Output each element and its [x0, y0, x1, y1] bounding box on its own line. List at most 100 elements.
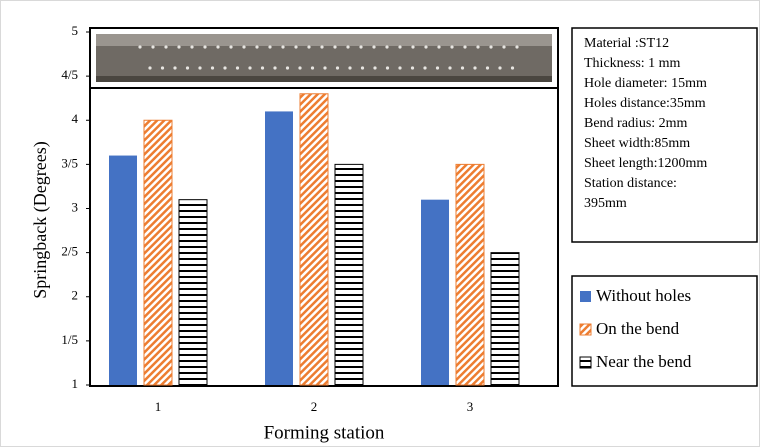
- bar: [334, 163, 364, 386]
- hole: [437, 45, 441, 49]
- hole: [372, 45, 376, 49]
- info-box: [571, 27, 758, 243]
- info-line: 395mm: [584, 196, 627, 211]
- info-line: Holes distance:35mm: [584, 96, 706, 111]
- hole: [435, 66, 440, 70]
- hole: [473, 66, 477, 70]
- legend: [571, 275, 758, 387]
- info-line: Sheet length:1200mm: [584, 156, 707, 171]
- hole: [248, 66, 252, 70]
- bar: [178, 199, 208, 386]
- hole: [348, 66, 352, 70]
- info-line: Thickness: 1 mm: [584, 56, 681, 71]
- hole: [359, 45, 363, 49]
- bar: [490, 252, 520, 386]
- bar: [143, 119, 173, 386]
- legend-label: On the bend: [596, 319, 680, 338]
- x-axis-label: Forming station: [264, 422, 385, 443]
- hole: [260, 66, 265, 70]
- hole: [310, 66, 315, 70]
- hole: [498, 66, 502, 70]
- legend-label: Without holes: [596, 286, 691, 305]
- hole: [285, 66, 290, 70]
- hole: [173, 66, 177, 70]
- hole: [460, 66, 465, 70]
- info-line: Station distance:: [584, 176, 677, 191]
- hole: [398, 66, 402, 70]
- y-tick-label: 4/5: [61, 67, 78, 82]
- legend-swatch: [579, 323, 592, 336]
- hole: [476, 45, 480, 49]
- y-tick-label: 2/5: [61, 244, 78, 259]
- hole: [177, 45, 181, 49]
- y-tick-label: 4: [72, 111, 79, 126]
- hole: [160, 66, 165, 70]
- y-tick-label: 3/5: [61, 155, 78, 170]
- bar: [455, 163, 485, 386]
- x-tick-label: 1: [155, 399, 162, 414]
- y-tick-label: 3: [72, 199, 79, 214]
- hole: [333, 45, 337, 49]
- y-tick-label: 1/5: [61, 332, 78, 347]
- legend-label: Near the bend: [596, 352, 692, 371]
- hole: [515, 45, 519, 49]
- hole: [190, 45, 194, 49]
- hole: [502, 45, 506, 49]
- hole: [138, 45, 142, 49]
- info-line: Sheet width:85mm: [584, 136, 690, 151]
- hole: [281, 45, 285, 49]
- hole: [423, 66, 427, 70]
- hole: [235, 66, 240, 70]
- hole: [148, 66, 152, 70]
- hole: [229, 45, 233, 49]
- hole: [298, 66, 302, 70]
- hole: [510, 66, 515, 70]
- hole: [320, 45, 324, 49]
- hole: [463, 45, 467, 49]
- x-tick-label: 2: [311, 399, 318, 414]
- hole: [198, 66, 202, 70]
- hole: [346, 45, 350, 49]
- hole: [398, 45, 402, 49]
- hole: [223, 66, 227, 70]
- hole: [335, 66, 340, 70]
- hole: [448, 66, 452, 70]
- hole: [216, 45, 220, 49]
- hole: [373, 66, 377, 70]
- hole: [485, 66, 490, 70]
- hole: [411, 45, 415, 49]
- hole: [242, 45, 246, 49]
- hole: [203, 45, 207, 49]
- hole: [323, 66, 327, 70]
- bar: [421, 199, 449, 385]
- legend-swatch: [580, 291, 591, 302]
- hole: [489, 45, 493, 49]
- info-line: Hole diameter: 15mm: [584, 76, 707, 91]
- hole: [360, 66, 365, 70]
- profile-photo: [89, 27, 559, 89]
- hole: [185, 66, 190, 70]
- hole: [385, 66, 390, 70]
- bar: [299, 93, 329, 386]
- hole: [307, 45, 311, 49]
- x-tick-label: 3: [467, 399, 474, 414]
- bar: [265, 111, 293, 386]
- hole: [450, 45, 454, 49]
- info-line: Material :ST12: [584, 36, 669, 51]
- info-line: Bend radius: 2mm: [584, 116, 688, 131]
- y-tick-label: 1: [72, 376, 79, 391]
- hole: [294, 45, 298, 49]
- hole: [210, 66, 215, 70]
- bar: [109, 155, 137, 385]
- legend-swatch: [579, 356, 592, 369]
- hole: [164, 45, 168, 49]
- y-tick-label: 5: [72, 23, 79, 38]
- hole: [424, 45, 428, 49]
- hole: [151, 45, 155, 49]
- hole: [410, 66, 415, 70]
- hole: [385, 45, 389, 49]
- hole: [268, 45, 272, 49]
- y-axis-label: Springback (Degrees): [30, 141, 51, 298]
- y-tick-label: 2: [72, 288, 79, 303]
